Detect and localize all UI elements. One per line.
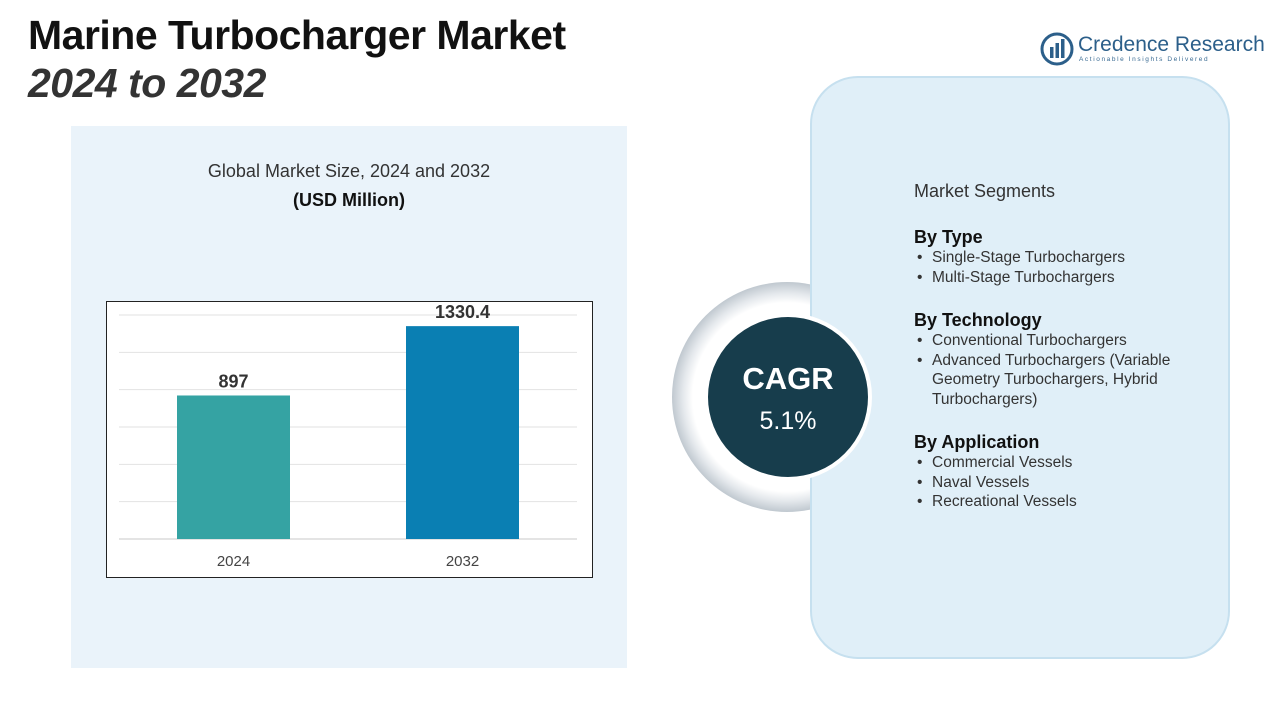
logo-name: Credence Research: [1078, 33, 1265, 56]
segment-item: Single-Stage Turbochargers: [914, 248, 1214, 268]
cagr-value: 5.1%: [759, 407, 817, 435]
segment-heading: By Technology: [914, 310, 1042, 330]
segment-group-technology: By Technology Conventional Turbochargers…: [914, 309, 1214, 409]
bar-chart: 897 2024 1330.4 2032: [119, 302, 577, 570]
segment-list: Single-Stage Turbochargers Multi-Stage T…: [914, 248, 1214, 287]
page-title: Marine Turbocharger Market: [28, 12, 566, 58]
segment-item: Multi-Stage Turbochargers: [914, 268, 1214, 288]
x-tick-label: 2024: [217, 553, 250, 570]
x-tick-label: 2032: [446, 553, 479, 570]
cagr-badge: CAGR 5.1%: [704, 313, 872, 481]
data-label: 1330.4: [435, 302, 490, 322]
segment-item: Conventional Turbochargers: [914, 331, 1214, 351]
bar-2032: [406, 326, 519, 539]
segment-item: Advanced Turbochargers (Variable Geometr…: [914, 351, 1214, 410]
bar-chart-logo-icon: [1040, 32, 1074, 66]
segment-item: Naval Vessels: [914, 473, 1214, 493]
data-label: 897: [218, 371, 248, 391]
segment-item: Recreational Vessels: [914, 492, 1214, 512]
company-logo: Credence Research Actionable Insights De…: [1040, 30, 1265, 70]
bar-2024: [177, 395, 290, 539]
segment-heading: By Type: [914, 227, 983, 247]
logo-tagline: Actionable Insights Delivered: [1079, 56, 1210, 63]
segment-list: Commercial Vessels Naval Vessels Recreat…: [914, 453, 1214, 512]
cagr-label: CAGR: [742, 361, 834, 396]
chart-title: Global Market Size, 2024 and 2032: [207, 161, 491, 181]
chart-unit: (USD Million): [293, 190, 405, 210]
page-subtitle: 2024 to 2032: [28, 60, 266, 106]
segment-group-type: By Type Single-Stage Turbochargers Multi…: [914, 226, 1214, 287]
segment-heading: By Application: [914, 432, 1040, 452]
segments-title: Market Segments: [914, 181, 1056, 201]
chart-panel: Global Market Size, 2024 and 2032 (USD M…: [71, 126, 627, 668]
segment-group-application: By Application Commercial Vessels Naval …: [914, 431, 1214, 512]
segment-list: Conventional Turbochargers Advanced Turb…: [914, 331, 1214, 409]
chart-frame: 897 2024 1330.4 2032: [106, 301, 593, 578]
segment-item: Commercial Vessels: [914, 453, 1214, 473]
